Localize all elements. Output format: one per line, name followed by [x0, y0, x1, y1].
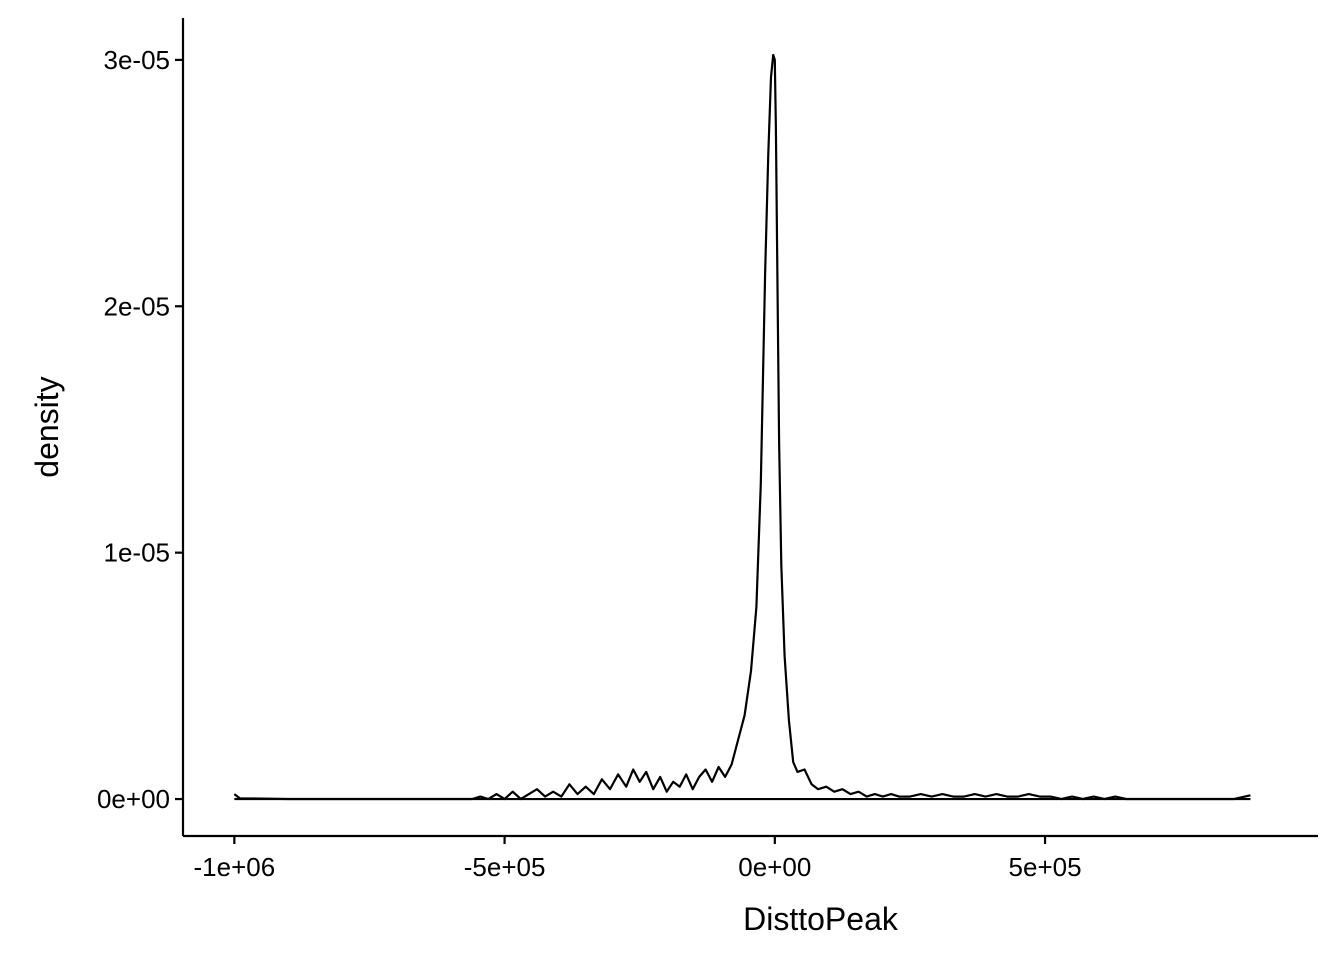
- y-axis-ticks: 0e+00 1e-05 2e-05 3e-05: [97, 45, 183, 814]
- y-tick-label: 3e-05: [104, 45, 171, 75]
- y-axis-title: density: [29, 376, 65, 477]
- x-axis-title: DisttoPeak: [743, 901, 899, 937]
- y-tick-label: 1e-05: [104, 538, 171, 568]
- y-tick-label: 2e-05: [104, 291, 171, 321]
- x-tick-label: -1e+06: [194, 852, 276, 882]
- density-curve: [233, 53, 1251, 801]
- y-tick-label: 0e+00: [97, 784, 170, 814]
- x-tick-label: -5e+05: [464, 852, 546, 882]
- x-tick-label: 5e+05: [1009, 852, 1082, 882]
- x-tick-label: 0e+00: [738, 852, 811, 882]
- plot-area: [233, 53, 1251, 801]
- x-axis-ticks: -1e+06 -5e+05 0e+00 5e+05: [194, 836, 1082, 882]
